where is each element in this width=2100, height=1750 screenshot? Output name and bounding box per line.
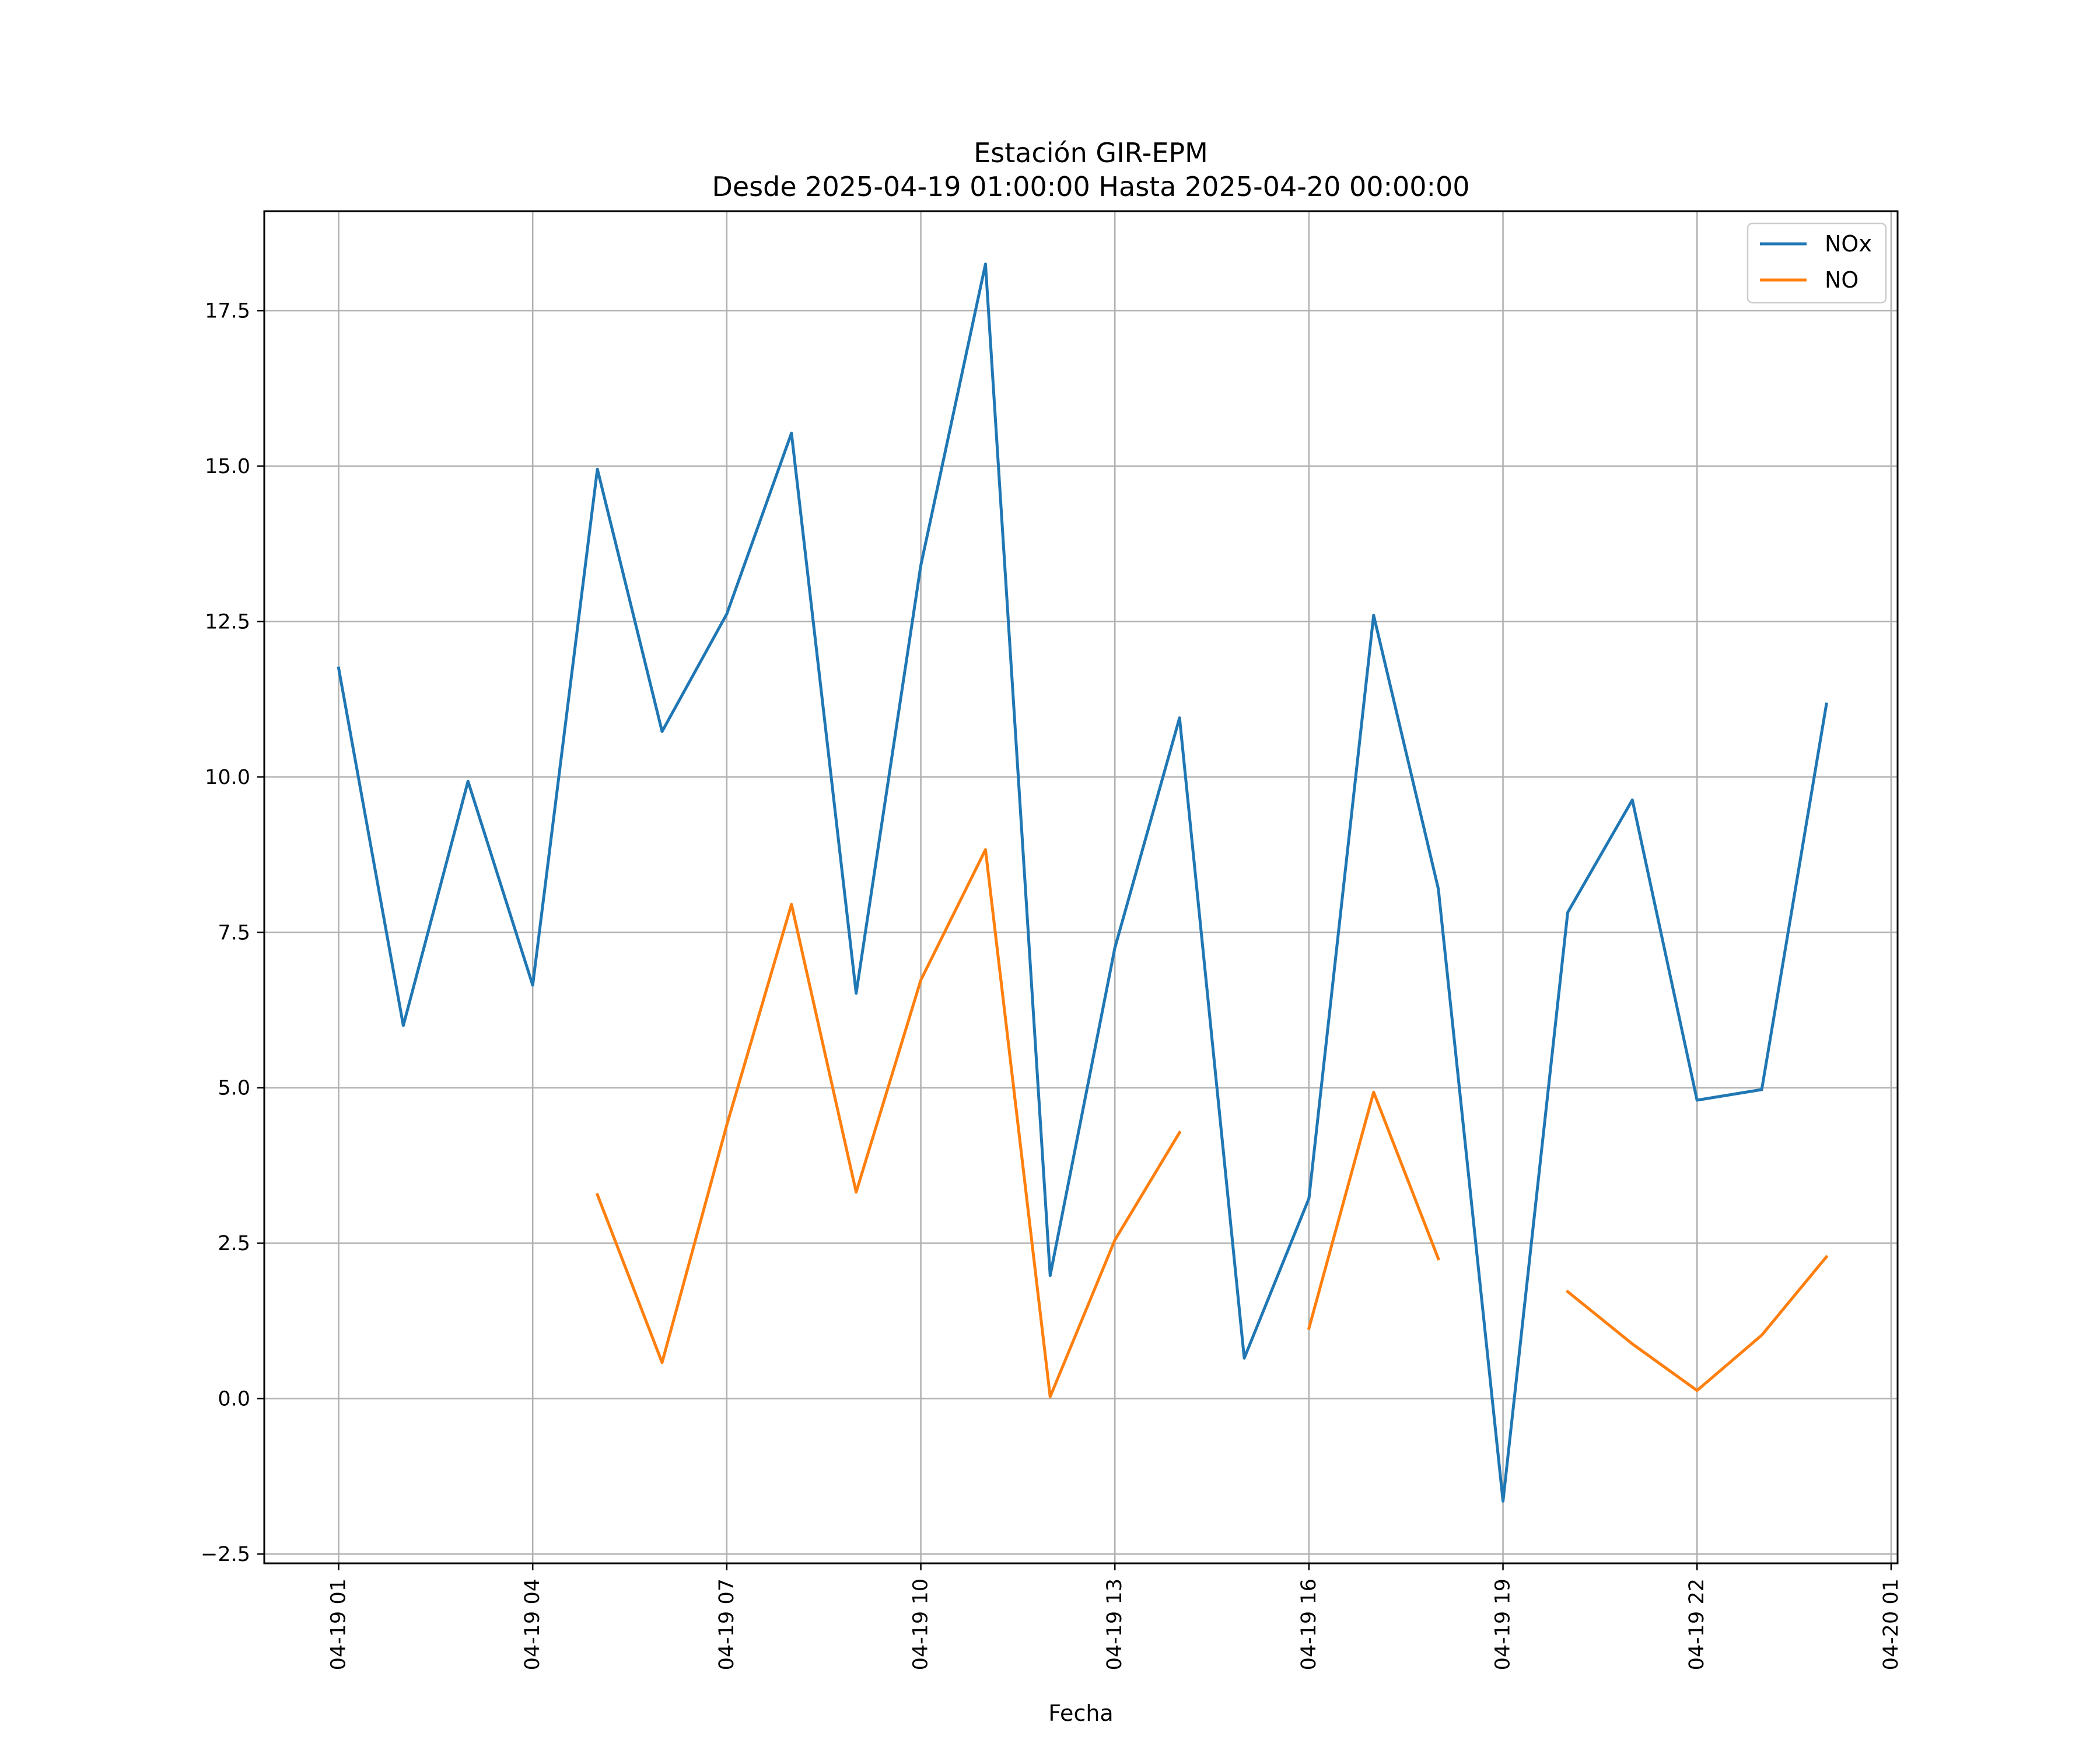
x-tick-label: 04-19 10 — [909, 1578, 933, 1670]
legend: NOx NO — [1746, 222, 1887, 304]
series-line-nox — [337, 262, 1828, 1503]
y-tick-label: 7.5 — [218, 921, 250, 944]
x-axis: 04-19 01 04-19 04 04-19 07 04-19 10 04-19 13… — [327, 1563, 1903, 1670]
y-tick-label: 0.0 — [218, 1388, 250, 1411]
y-tick-label: 10.0 — [205, 766, 250, 789]
grid — [264, 211, 1898, 1563]
x-axis-label: Fecha — [1048, 1700, 1113, 1726]
y-tick-label: 17.5 — [205, 300, 250, 323]
y-tick-label: 2.5 — [218, 1232, 250, 1255]
legend-label-nox: NOx — [1825, 231, 1872, 257]
chart-title: Estación GIR-EPM — [974, 137, 1208, 169]
x-tick-label: 04-19 19 — [1492, 1578, 1515, 1670]
y-axis: −2.5 0.0 2.5 5.0 7.5 10.0 12.5 15.0 17.5 — [201, 300, 264, 1566]
chart-subtitle: Desde 2025-04-19 01:00:00 Hasta 2025-04-… — [712, 171, 1469, 202]
x-tick-label: 04-19 16 — [1297, 1578, 1321, 1670]
x-tick-label: 04-19 04 — [521, 1578, 544, 1670]
series-line-no — [595, 848, 1829, 1398]
x-tick-label: 04-19 22 — [1685, 1578, 1709, 1670]
y-tick-label: 12.5 — [205, 610, 250, 634]
x-tick-label: 04-19 01 — [327, 1578, 351, 1670]
y-tick-label: 15.0 — [205, 455, 250, 478]
y-tick-label: −2.5 — [201, 1543, 250, 1566]
x-tick-label: 04-19 13 — [1103, 1578, 1126, 1670]
series-lines — [337, 262, 1829, 1503]
plot-frame — [263, 210, 1899, 1564]
legend-label-no: NO — [1825, 267, 1859, 293]
y-tick-label: 5.0 — [218, 1077, 250, 1100]
x-tick-label: 04-19 07 — [715, 1578, 738, 1670]
x-tick-label: 04-20 01 — [1880, 1578, 1903, 1670]
